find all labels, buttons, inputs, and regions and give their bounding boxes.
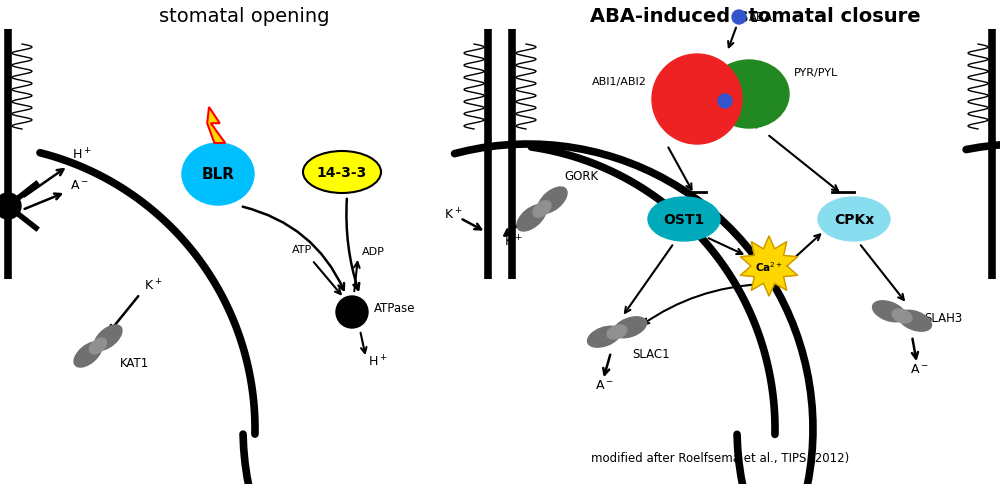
Circle shape xyxy=(336,296,368,328)
Ellipse shape xyxy=(89,338,107,354)
Ellipse shape xyxy=(303,151,381,194)
Text: PYR/PYL: PYR/PYL xyxy=(794,68,838,78)
Text: modified after Roelfsema et al., TIPS (2012): modified after Roelfsema et al., TIPS (2… xyxy=(591,451,849,464)
Text: ATP: ATP xyxy=(292,244,312,255)
Circle shape xyxy=(652,55,742,145)
Ellipse shape xyxy=(898,311,931,332)
Text: OST1: OST1 xyxy=(663,212,705,227)
Ellipse shape xyxy=(182,144,254,206)
Circle shape xyxy=(0,194,21,220)
Text: K$^+$: K$^+$ xyxy=(144,278,162,293)
Text: H$^+$: H$^+$ xyxy=(72,148,92,163)
Text: A$^-$: A$^-$ xyxy=(910,362,929,375)
Text: ADP: ADP xyxy=(362,246,385,257)
Text: A$^-$: A$^-$ xyxy=(595,378,614,391)
Polygon shape xyxy=(740,237,798,296)
Text: H$^+$: H$^+$ xyxy=(368,354,388,369)
Ellipse shape xyxy=(648,197,720,242)
Ellipse shape xyxy=(607,325,627,339)
Text: A$^-$: A$^-$ xyxy=(70,179,89,192)
Text: KAT1: KAT1 xyxy=(120,356,149,369)
Text: K$^+$: K$^+$ xyxy=(444,207,462,223)
Text: CPKx: CPKx xyxy=(834,212,874,227)
Text: GORK: GORK xyxy=(564,170,598,182)
Ellipse shape xyxy=(873,301,906,322)
Text: BLR: BLR xyxy=(202,167,235,182)
Ellipse shape xyxy=(94,325,122,350)
Text: stomatal opening: stomatal opening xyxy=(159,7,329,26)
Circle shape xyxy=(718,95,732,109)
Text: K$^+$: K$^+$ xyxy=(504,234,522,249)
Ellipse shape xyxy=(818,197,890,242)
Ellipse shape xyxy=(74,342,102,367)
Ellipse shape xyxy=(613,317,646,338)
Ellipse shape xyxy=(892,309,912,323)
Text: ABI1/ABI2: ABI1/ABI2 xyxy=(592,77,647,87)
Text: ABA-induced stomatal closure: ABA-induced stomatal closure xyxy=(590,7,920,26)
Text: SLAC1: SLAC1 xyxy=(632,348,670,360)
Text: ATPase: ATPase xyxy=(374,302,416,315)
Text: 14-3-3: 14-3-3 xyxy=(317,166,367,180)
Text: SLAH3: SLAH3 xyxy=(924,311,962,324)
Text: ABA: ABA xyxy=(749,12,773,25)
Ellipse shape xyxy=(709,61,789,129)
Polygon shape xyxy=(207,108,225,144)
Ellipse shape xyxy=(517,205,546,231)
Ellipse shape xyxy=(588,327,621,348)
Text: Ca$^{2+}$: Ca$^{2+}$ xyxy=(755,259,783,273)
Ellipse shape xyxy=(538,188,567,214)
Circle shape xyxy=(732,11,746,25)
Ellipse shape xyxy=(533,201,551,218)
